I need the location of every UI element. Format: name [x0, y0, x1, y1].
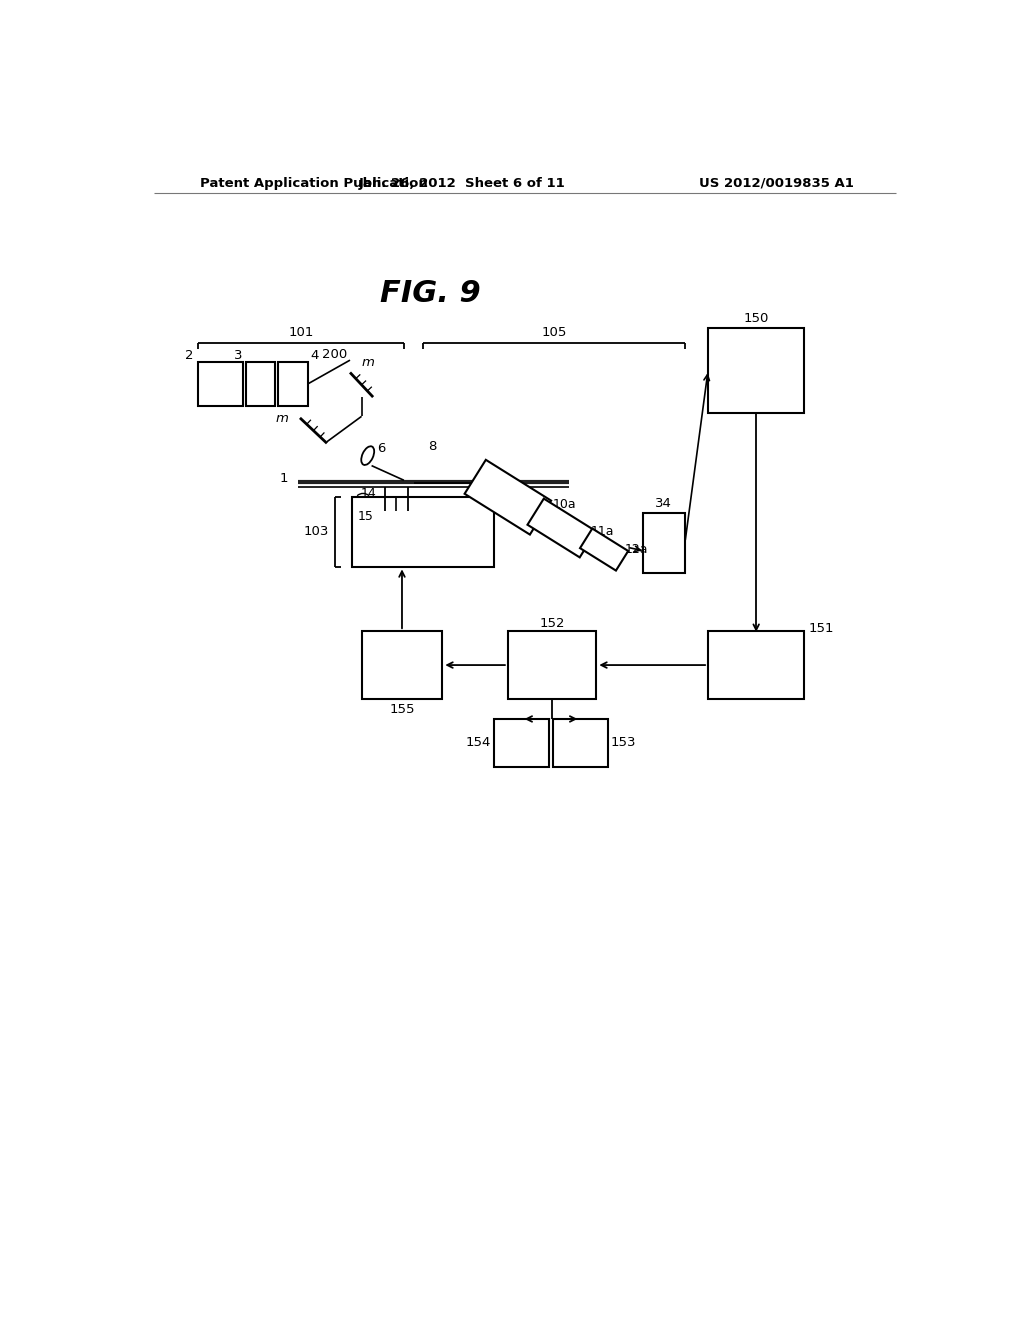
- Bar: [508, 631, 596, 700]
- Text: 3: 3: [234, 348, 243, 362]
- Text: 11a: 11a: [591, 524, 614, 537]
- Text: US 2012/0019835 A1: US 2012/0019835 A1: [699, 177, 854, 190]
- Bar: [246, 362, 275, 407]
- Bar: [199, 362, 243, 407]
- Bar: [351, 498, 494, 566]
- Text: 154: 154: [466, 737, 490, 750]
- Text: 101: 101: [289, 326, 313, 339]
- Polygon shape: [580, 528, 628, 570]
- Text: 8: 8: [428, 440, 436, 453]
- Bar: [643, 512, 685, 573]
- Text: 34: 34: [655, 496, 672, 510]
- Text: 152: 152: [540, 616, 565, 630]
- Text: FIG. 9: FIG. 9: [381, 279, 481, 308]
- Bar: [279, 362, 307, 407]
- Bar: [708, 327, 804, 412]
- Text: 103: 103: [303, 525, 329, 539]
- Polygon shape: [465, 459, 551, 535]
- Bar: [553, 719, 608, 767]
- Polygon shape: [527, 499, 596, 557]
- Text: 150: 150: [743, 312, 769, 325]
- Bar: [708, 631, 804, 700]
- Text: 15: 15: [357, 510, 374, 523]
- Text: 14: 14: [360, 487, 377, 500]
- Text: 10a: 10a: [553, 499, 577, 511]
- Text: 6: 6: [377, 442, 385, 455]
- Text: Patent Application Publication: Patent Application Publication: [200, 177, 428, 190]
- Text: 155: 155: [389, 704, 415, 717]
- Text: 12a: 12a: [625, 543, 648, 556]
- Text: 153: 153: [611, 737, 637, 750]
- Bar: [494, 719, 550, 767]
- Text: Jan. 26, 2012  Sheet 6 of 11: Jan. 26, 2012 Sheet 6 of 11: [358, 177, 565, 190]
- Text: 151: 151: [809, 622, 835, 635]
- Text: 1: 1: [280, 473, 288, 486]
- Text: m: m: [275, 412, 289, 425]
- Text: 2: 2: [185, 348, 194, 362]
- Text: 200: 200: [322, 348, 347, 362]
- Text: 105: 105: [542, 326, 566, 339]
- Text: 4: 4: [310, 348, 319, 362]
- Text: m: m: [361, 356, 375, 370]
- Bar: [361, 631, 442, 700]
